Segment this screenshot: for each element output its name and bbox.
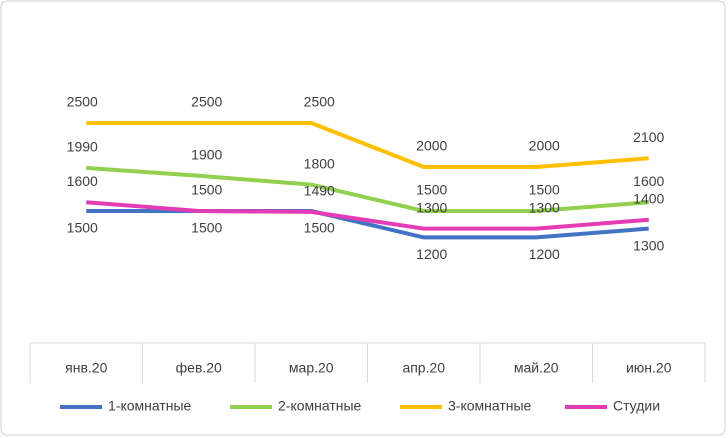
data-label: 1900 xyxy=(191,147,222,163)
data-label: 1200 xyxy=(416,246,447,262)
data-label: 2500 xyxy=(67,94,98,110)
x-tick-label: май.20 xyxy=(514,360,559,376)
data-label: 2500 xyxy=(304,94,335,110)
series-line xyxy=(86,200,649,231)
x-tick-label: мар.20 xyxy=(289,360,334,376)
series-line xyxy=(86,165,649,213)
data-label: 1400 xyxy=(633,191,664,207)
series-line xyxy=(86,121,649,169)
legend-label: 2-комнатные xyxy=(278,398,362,414)
x-tick-label: фев.20 xyxy=(176,360,222,376)
data-label: 1500 xyxy=(191,182,222,198)
data-label: 1300 xyxy=(633,237,664,253)
data-label: 1990 xyxy=(67,139,98,155)
data-label: 1500 xyxy=(529,182,560,198)
data-label: 2100 xyxy=(633,129,664,145)
x-tick-label: янв.20 xyxy=(65,360,107,376)
data-label: 1300 xyxy=(416,199,447,215)
data-label: 1500 xyxy=(191,220,222,236)
data-label: 1500 xyxy=(304,220,335,236)
legend-label: 1-комнатные xyxy=(108,398,192,414)
data-label: 1600 xyxy=(633,173,664,189)
data-label: 1200 xyxy=(529,246,560,262)
data-label: 1800 xyxy=(304,155,335,171)
legend-label: 3-комнатные xyxy=(448,398,532,414)
data-label: 1500 xyxy=(416,182,447,198)
data-label: 1600 xyxy=(67,173,98,189)
data-label: 1500 xyxy=(67,220,98,236)
legend-label: Студии xyxy=(613,398,660,414)
data-label: 2000 xyxy=(416,138,447,154)
data-label: 1490 xyxy=(304,183,335,199)
data-label: 1300 xyxy=(529,199,560,215)
data-label: 2000 xyxy=(529,138,560,154)
data-label: 2500 xyxy=(191,94,222,110)
x-tick-label: июн.20 xyxy=(626,360,672,376)
x-tick-label: апр.20 xyxy=(402,360,445,376)
